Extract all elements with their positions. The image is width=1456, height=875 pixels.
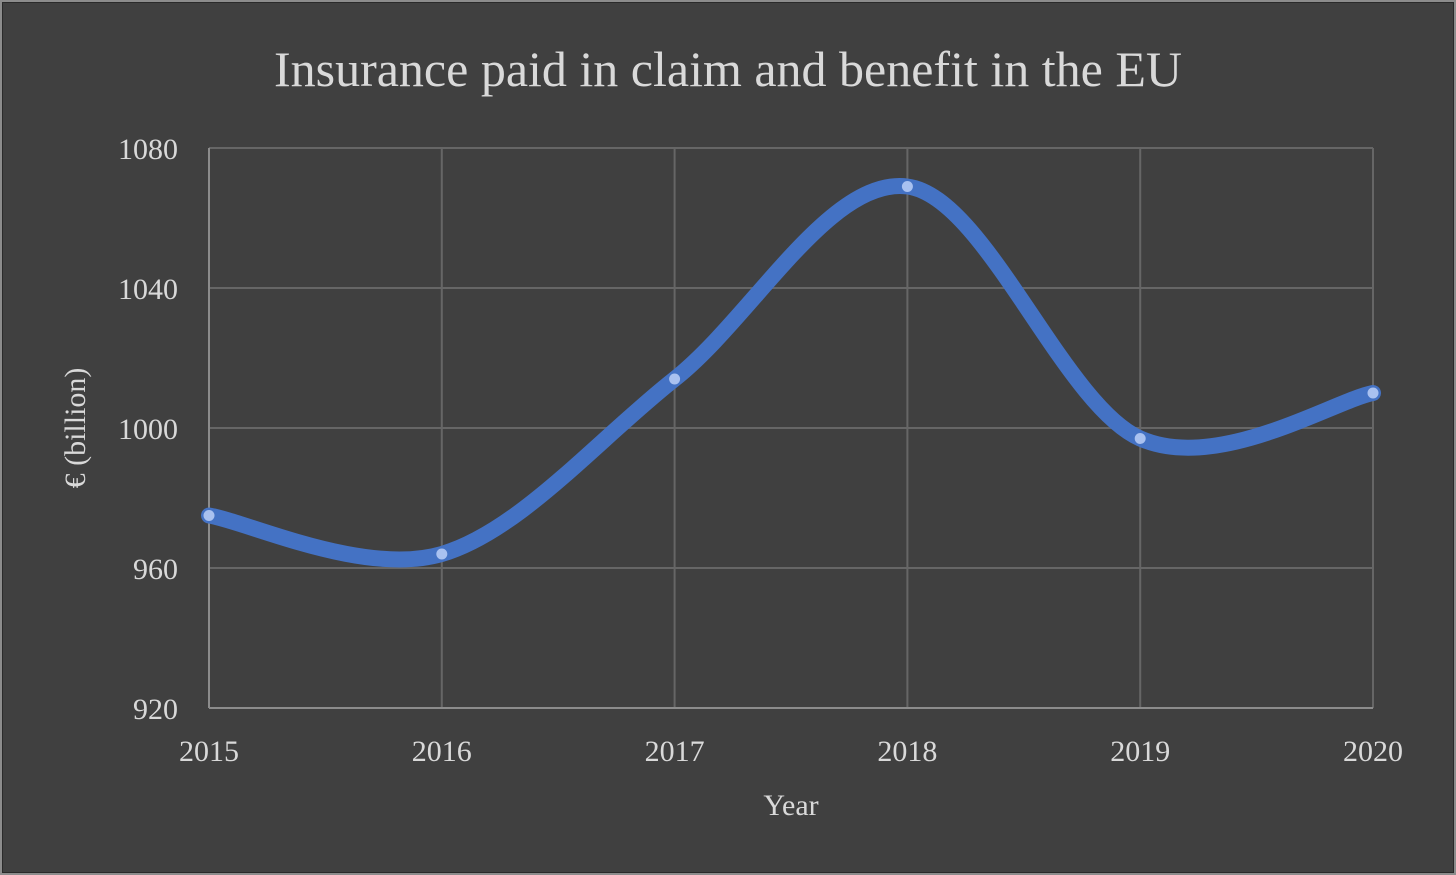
series-layer [201,178,1381,568]
data-point-2019 [1134,433,1146,444]
x-axis-title: Year [763,789,818,822]
series-line [201,178,1381,568]
data-point-2020 [1367,387,1379,399]
x-tick-label: 2020 [1343,735,1403,768]
data-point-2015 [203,510,215,521]
x-tick-label: 2015 [179,735,239,768]
gridlines [208,147,1374,708]
x-tick-label: 2019 [1110,735,1170,768]
x-tick-labels: 2015 2016 2017 2018 2019 2020 [179,735,1403,768]
y-axis-title: € (billion) [59,368,92,489]
markers [203,181,1379,560]
y-tick-label: 1080 [118,133,178,166]
x-tick-label: 2017 [645,735,705,768]
data-point-2016 [436,548,448,560]
y-tick-label: 960 [133,553,178,586]
y-tick-labels: 1080 1040 1000 960 920 [118,133,178,726]
x-tick-label: 2018 [877,735,937,768]
chart-title: Insurance paid in claim and benefit in t… [274,41,1182,97]
y-tick-label: 1040 [118,273,178,306]
data-point-2018 [901,181,913,192]
data-point-2017 [669,373,681,385]
y-tick-label: 920 [133,693,178,726]
x-tick-label: 2016 [412,735,472,768]
y-tick-label: 1000 [118,413,178,446]
